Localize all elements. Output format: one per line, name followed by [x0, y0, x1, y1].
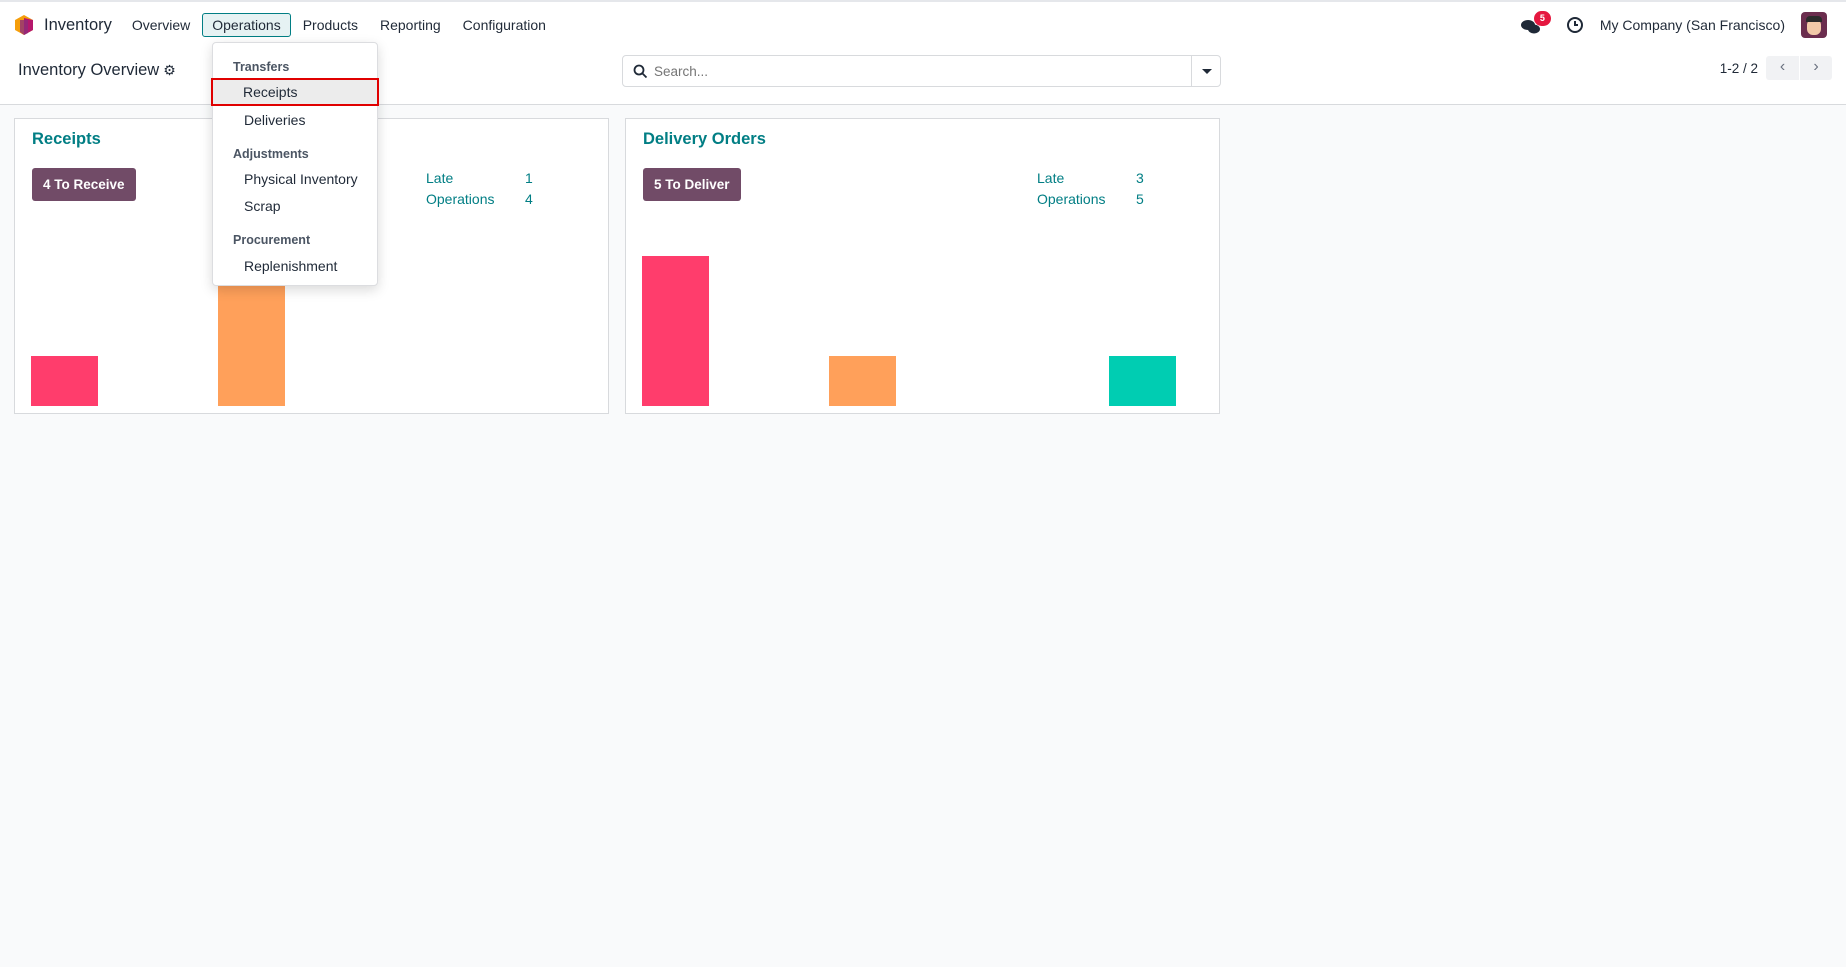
chevron-right-icon: › [1813, 58, 1819, 75]
delivery-orders-card: Delivery Orders 5 To Deliver Late 3 Oper… [625, 118, 1220, 414]
caret-down-icon [1202, 69, 1212, 74]
card-title[interactable]: Delivery Orders [643, 130, 766, 148]
operations-label[interactable]: Operations [1037, 191, 1106, 207]
systray: 5 My Company (San Francisco) [1520, 2, 1827, 48]
menu-item-deliveries[interactable]: Deliveries [244, 112, 306, 128]
pager-value[interactable]: 1-2 / 2 [1719, 60, 1758, 76]
menu-configuration[interactable]: Configuration [462, 17, 546, 33]
operations-value[interactable]: 4 [525, 191, 533, 207]
main-menu: Inventory Overview Operations Products R… [14, 2, 556, 48]
chart-bar [31, 356, 98, 406]
operations-dropdown: Transfers Receipts Deliveries Adjustment… [211, 42, 379, 286]
menu-operations[interactable]: Operations [202, 13, 291, 37]
menu-item-scrap[interactable]: Scrap [244, 198, 281, 214]
card-title[interactable]: Receipts [32, 130, 101, 148]
pager-previous-button[interactable]: ‹ [1766, 56, 1799, 80]
menu-overview[interactable]: Overview [131, 17, 191, 33]
app-name[interactable]: Inventory [44, 15, 112, 34]
inventory-app-icon[interactable] [14, 14, 34, 36]
messages-badge: 5 [1533, 11, 1551, 26]
late-label[interactable]: Late [1037, 170, 1065, 186]
late-label[interactable]: Late [426, 170, 454, 186]
menu-item-receipts[interactable]: Receipts [211, 78, 379, 106]
operations-label[interactable]: Operations [426, 191, 495, 207]
search-options-toggle[interactable] [1191, 56, 1221, 86]
pager-next-button[interactable]: › [1800, 56, 1832, 80]
search-bar [622, 55, 1221, 87]
pager: 1-2 / 2 ‹ › [1720, 56, 1832, 80]
chevron-left-icon: ‹ [1779, 58, 1786, 75]
operations-value[interactable]: 5 [1136, 191, 1144, 207]
messages-button[interactable]: 5 [1520, 11, 1551, 36]
menu-reporting[interactable]: Reporting [379, 17, 441, 33]
gear-icon[interactable]: ⚙ [163, 62, 176, 78]
to-receive-button[interactable]: 4 To Receive [32, 168, 136, 201]
menu-products[interactable]: Products [302, 17, 358, 33]
chart-bar [828, 356, 896, 406]
late-value[interactable]: 1 [525, 170, 533, 186]
chart-bar [642, 256, 709, 406]
company-switcher[interactable]: My Company (San Francisco) [1599, 17, 1785, 33]
clock-icon[interactable] [1566, 16, 1584, 34]
section-header-transfers: Transfers [233, 60, 290, 74]
chart-bar [1109, 356, 1176, 406]
section-header-procurement: Procurement [233, 233, 311, 247]
messages-icon[interactable] [1520, 18, 1542, 36]
top-navbar: Inventory Overview Operations Products R… [0, 0, 1846, 48]
search-icon [633, 64, 648, 79]
late-value[interactable]: 3 [1136, 170, 1144, 186]
user-avatar[interactable] [1801, 12, 1827, 38]
page-title: Inventory Overview [18, 61, 160, 79]
menu-item-physical-inventory[interactable]: Physical Inventory [244, 171, 358, 187]
search-input[interactable] [654, 61, 1174, 81]
page-title-group: Inventory Overview ⚙ [18, 61, 176, 80]
menu-item-replenishment[interactable]: Replenishment [244, 258, 338, 274]
to-deliver-button[interactable]: 5 To Deliver [643, 168, 741, 201]
section-header-adjustments: Adjustments [233, 147, 309, 161]
